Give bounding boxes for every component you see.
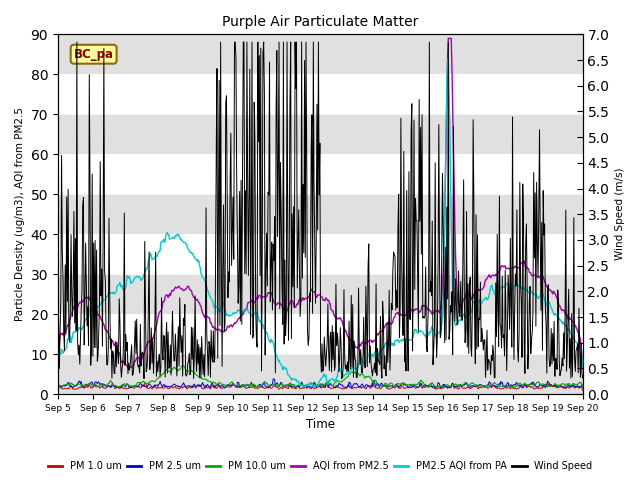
Text: BC_pa: BC_pa xyxy=(74,48,114,60)
Y-axis label: Particle Density (ug/m3), AQI from PM2.5: Particle Density (ug/m3), AQI from PM2.5 xyxy=(15,107,25,321)
Bar xyxy=(58,114,582,154)
Title: Purple Air Particulate Matter: Purple Air Particulate Matter xyxy=(222,15,419,29)
Y-axis label: Wind Speed (m/s): Wind Speed (m/s) xyxy=(615,168,625,261)
Bar xyxy=(58,194,582,234)
Bar xyxy=(58,35,582,74)
Bar xyxy=(58,354,582,394)
Bar xyxy=(58,274,582,314)
Legend: PM 1.0 um, PM 2.5 um, PM 10.0 um, AQI from PM2.5, PM2.5 AQI from PA, Wind Speed: PM 1.0 um, PM 2.5 um, PM 10.0 um, AQI fr… xyxy=(44,457,596,475)
X-axis label: Time: Time xyxy=(306,419,335,432)
